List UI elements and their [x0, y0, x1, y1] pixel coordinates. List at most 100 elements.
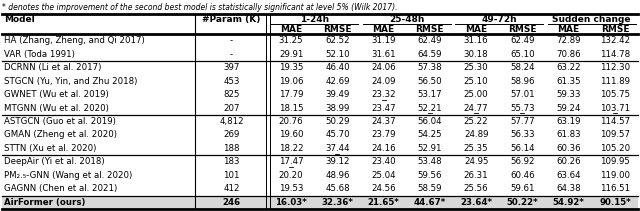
Text: 103.71: 103.71: [600, 104, 630, 112]
Text: 23.40: 23.40: [371, 157, 396, 166]
Text: RMSE: RMSE: [415, 25, 444, 34]
Text: MTGNN (Wu et al. 2020): MTGNN (Wu et al. 2020): [4, 104, 109, 112]
Text: 50.29: 50.29: [325, 117, 349, 126]
Text: 112.30: 112.30: [600, 63, 630, 72]
Text: 56.04: 56.04: [417, 117, 442, 126]
Text: 21.65*: 21.65*: [368, 198, 399, 207]
Text: 37.44: 37.44: [325, 144, 349, 153]
Text: 56.33: 56.33: [510, 130, 534, 139]
Text: 183: 183: [223, 157, 240, 166]
Text: 246: 246: [223, 198, 241, 207]
Text: 31.16: 31.16: [464, 36, 488, 45]
Text: ASTGCN (Guo et al. 2019): ASTGCN (Guo et al. 2019): [4, 117, 116, 126]
Text: 105.75: 105.75: [600, 90, 630, 99]
Text: 20.20: 20.20: [279, 171, 303, 180]
Text: 207: 207: [223, 104, 240, 112]
Text: 29.91: 29.91: [279, 50, 303, 59]
Text: 58.96: 58.96: [510, 77, 534, 86]
Text: 105.20: 105.20: [600, 144, 630, 153]
Text: 23.79: 23.79: [371, 130, 396, 139]
Text: 53.48: 53.48: [417, 157, 442, 166]
Text: 60.36: 60.36: [556, 144, 581, 153]
Text: 57.77: 57.77: [510, 117, 534, 126]
Text: #Param (K): #Param (K): [202, 15, 260, 24]
Text: 19.35: 19.35: [279, 63, 303, 72]
Text: 109.57: 109.57: [600, 130, 630, 139]
Text: 412: 412: [223, 184, 240, 193]
Text: 30.18: 30.18: [464, 50, 488, 59]
Text: 25.10: 25.10: [464, 77, 488, 86]
Text: 109.95: 109.95: [600, 157, 630, 166]
Text: 59.61: 59.61: [510, 184, 534, 193]
Text: 48.96: 48.96: [325, 171, 349, 180]
Text: 56.92: 56.92: [510, 157, 534, 166]
Text: * denotes the improvement of the second best model is statistically significant : * denotes the improvement of the second …: [2, 3, 397, 12]
Text: 59.33: 59.33: [556, 90, 581, 99]
Text: 64.59: 64.59: [418, 50, 442, 59]
Text: 24.16: 24.16: [371, 144, 396, 153]
Text: 59.56: 59.56: [418, 171, 442, 180]
Text: 23.47: 23.47: [371, 104, 396, 112]
Text: PM₂.₅-GNN (Wang et al. 2020): PM₂.₅-GNN (Wang et al. 2020): [4, 171, 132, 180]
Text: GWNET (Wu et al. 2019): GWNET (Wu et al. 2019): [4, 90, 109, 99]
Text: 23.64*: 23.64*: [460, 198, 492, 207]
Text: 60.46: 60.46: [510, 171, 534, 180]
Text: 116.51: 116.51: [600, 184, 630, 193]
Text: MAE: MAE: [280, 25, 302, 34]
Text: 45.68: 45.68: [325, 184, 349, 193]
Text: 39.49: 39.49: [325, 90, 349, 99]
Text: 31.61: 31.61: [371, 50, 396, 59]
Text: 20.76: 20.76: [279, 117, 303, 126]
Text: MAE: MAE: [557, 25, 580, 34]
Text: 114.78: 114.78: [600, 50, 630, 59]
Text: 24.09: 24.09: [371, 77, 396, 86]
Text: 111.89: 111.89: [600, 77, 630, 86]
Text: 17.47: 17.47: [279, 157, 303, 166]
Text: 50.22*: 50.22*: [507, 198, 538, 207]
Text: RMSE: RMSE: [323, 25, 351, 34]
Text: DCRNN (Li et al. 2017): DCRNN (Li et al. 2017): [4, 63, 101, 72]
Text: 45.70: 45.70: [325, 130, 349, 139]
Text: 57.38: 57.38: [417, 63, 442, 72]
Text: 65.10: 65.10: [510, 50, 534, 59]
Text: 58.24: 58.24: [510, 63, 534, 72]
Text: -: -: [230, 36, 233, 45]
Text: MAE: MAE: [465, 25, 487, 34]
Text: 32.36*: 32.36*: [321, 198, 353, 207]
Text: 63.64: 63.64: [556, 171, 581, 180]
Text: 24.56: 24.56: [371, 184, 396, 193]
Text: 60.26: 60.26: [556, 157, 581, 166]
Text: 49-72h: 49-72h: [481, 15, 517, 24]
Text: 62.49: 62.49: [418, 36, 442, 45]
Text: 61.83: 61.83: [556, 130, 581, 139]
Text: 1-24h: 1-24h: [300, 15, 329, 24]
Text: 52.21: 52.21: [417, 104, 442, 112]
Text: 25.22: 25.22: [464, 117, 488, 126]
Text: 24.37: 24.37: [371, 117, 396, 126]
Text: 24.77: 24.77: [464, 104, 488, 112]
Text: 397: 397: [223, 63, 240, 72]
Text: 825: 825: [223, 90, 240, 99]
Text: 54.92*: 54.92*: [553, 198, 584, 207]
Text: 19.60: 19.60: [279, 130, 303, 139]
Text: -: -: [230, 50, 233, 59]
Text: 56.14: 56.14: [510, 144, 534, 153]
Text: 52.10: 52.10: [325, 50, 349, 59]
Text: 25.04: 25.04: [371, 171, 396, 180]
Text: VAR (Toda 1991): VAR (Toda 1991): [4, 50, 75, 59]
Text: 39.12: 39.12: [325, 157, 349, 166]
Text: 101: 101: [223, 171, 240, 180]
Text: Sudden change: Sudden change: [552, 15, 631, 24]
Text: 59.24: 59.24: [556, 104, 581, 112]
Text: 17.79: 17.79: [279, 90, 303, 99]
Text: DeepAir (Yi et al. 2018): DeepAir (Yi et al. 2018): [4, 157, 104, 166]
Text: 62.49: 62.49: [510, 36, 534, 45]
Text: STTN (Xu et al. 2020): STTN (Xu et al. 2020): [4, 144, 97, 153]
Text: 52.91: 52.91: [418, 144, 442, 153]
Text: 31.25: 31.25: [279, 36, 303, 45]
Text: 4,812: 4,812: [219, 117, 244, 126]
Text: 19.06: 19.06: [279, 77, 303, 86]
Text: GAGNN (Chen et al. 2021): GAGNN (Chen et al. 2021): [4, 184, 117, 193]
Text: 25-48h: 25-48h: [389, 15, 424, 24]
Text: 24.95: 24.95: [464, 157, 488, 166]
